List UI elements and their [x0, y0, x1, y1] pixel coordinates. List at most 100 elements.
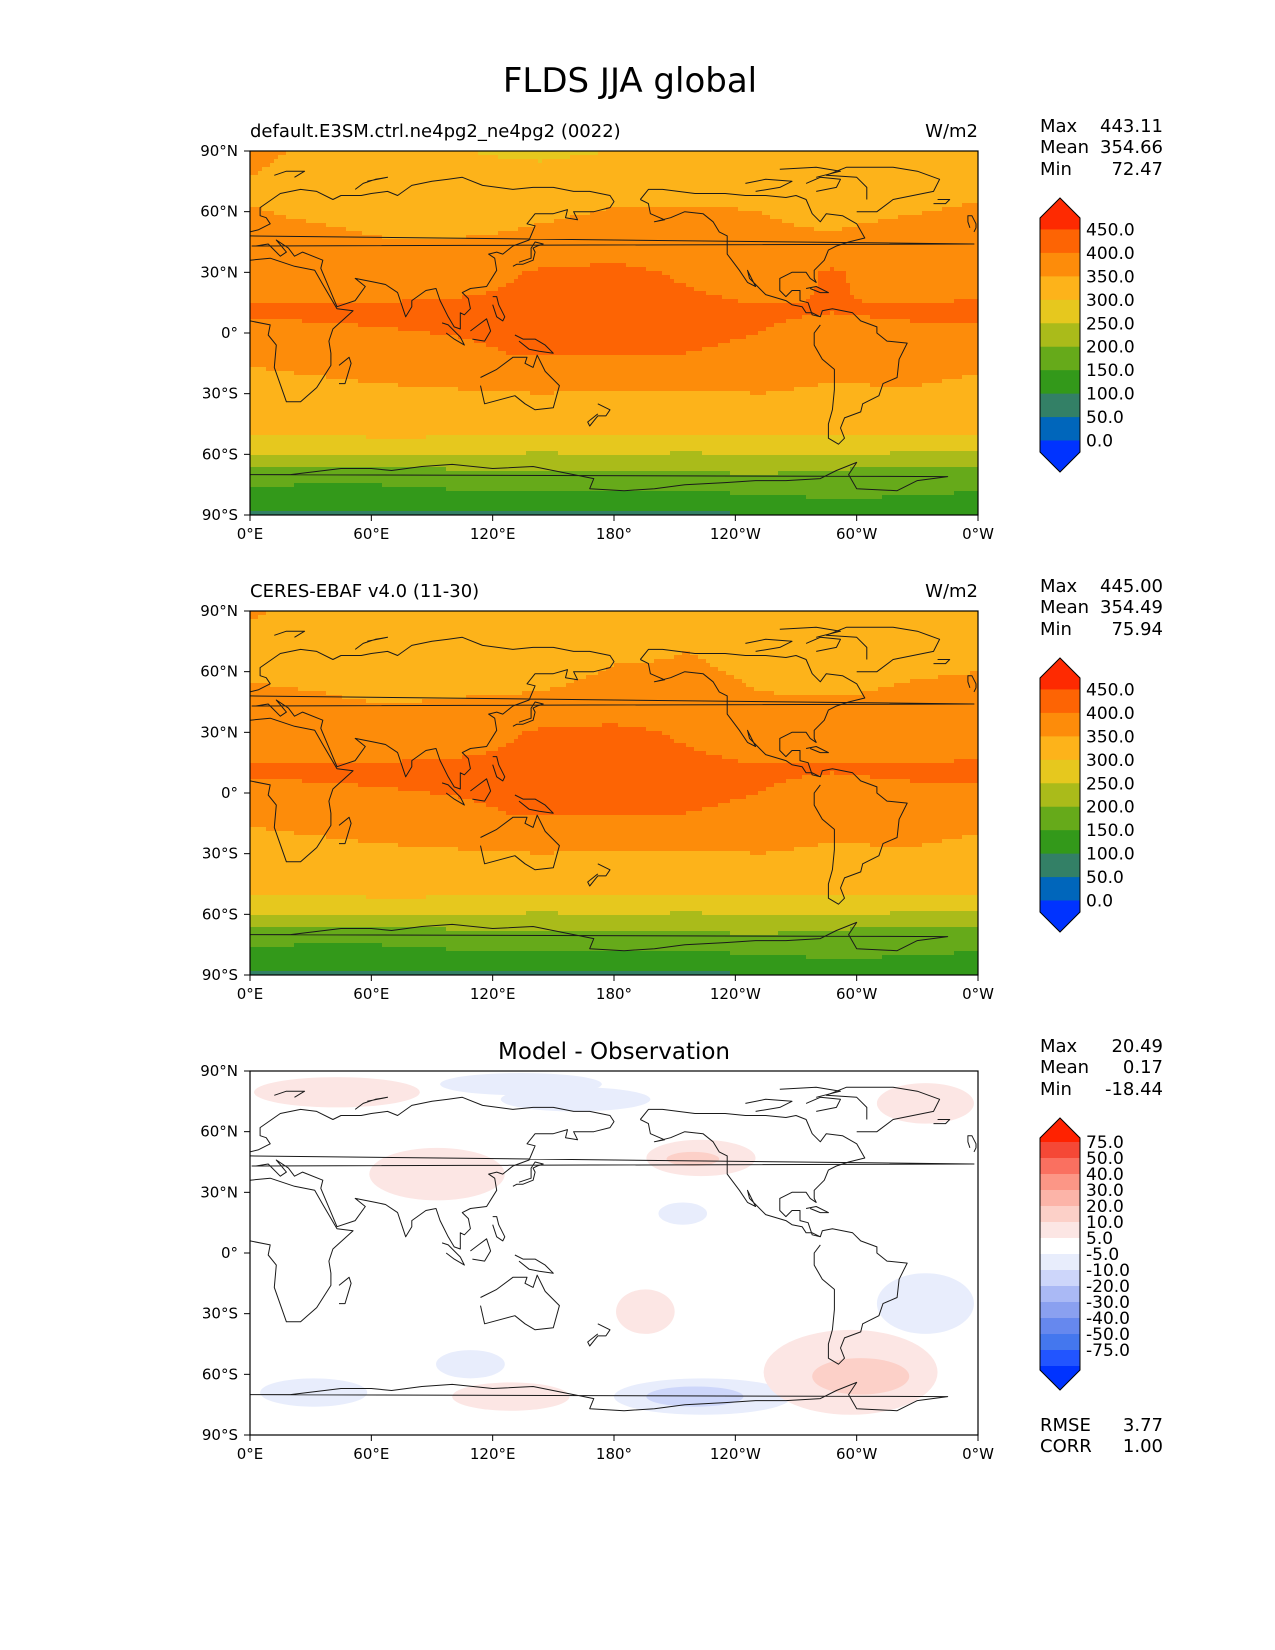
field-cell — [354, 183, 359, 188]
field-cell — [974, 187, 978, 192]
field-cell — [790, 151, 795, 156]
field-cell — [802, 171, 807, 176]
field-cell — [738, 215, 743, 220]
field-cell — [566, 191, 571, 196]
field-cell — [786, 167, 791, 172]
field-cell — [306, 183, 311, 188]
field-cell — [930, 215, 935, 220]
field-cell — [958, 191, 963, 196]
field-cell — [742, 223, 747, 228]
field-cell — [398, 159, 403, 164]
field-cell — [522, 167, 527, 172]
field-cell — [702, 171, 707, 176]
field-cell — [334, 247, 339, 252]
field-cell — [762, 235, 767, 240]
field-cell — [606, 179, 611, 184]
field-cell — [386, 195, 391, 200]
field-cell — [698, 179, 703, 184]
field-cell — [902, 247, 907, 252]
field-cell — [318, 207, 323, 212]
field-cell — [922, 231, 927, 236]
field-cell — [678, 239, 683, 244]
field-cell — [386, 199, 391, 204]
field-cell — [262, 155, 267, 160]
field-cell — [270, 223, 275, 228]
field-cell — [562, 191, 567, 196]
field-cell — [682, 191, 687, 196]
field-cell — [962, 155, 967, 160]
field-cell — [498, 191, 503, 196]
field-cell — [630, 251, 635, 256]
field-cell — [290, 195, 295, 200]
field-cell — [362, 163, 367, 168]
field-cell — [274, 187, 279, 192]
field-cell — [942, 151, 947, 156]
field-cell — [946, 255, 951, 260]
field-cell — [526, 187, 531, 192]
field-cell — [794, 171, 799, 176]
field-cell — [438, 227, 443, 232]
field-cell — [630, 199, 635, 204]
field-cell — [278, 195, 283, 200]
field-cell — [822, 183, 827, 188]
field-cell — [602, 223, 607, 228]
field-cell — [434, 231, 439, 236]
field-cell — [630, 183, 635, 188]
field-cell — [434, 203, 439, 208]
field-cell — [546, 151, 551, 156]
field-cell — [450, 239, 455, 244]
field-cell — [778, 231, 783, 236]
field-cell — [678, 215, 683, 220]
field-cell — [894, 167, 899, 172]
field-cell — [886, 167, 891, 172]
field-cell — [930, 235, 935, 240]
field-cell — [282, 191, 287, 196]
field-cell — [634, 187, 639, 192]
field-cell — [850, 191, 855, 196]
field-cell — [542, 175, 547, 180]
field-cell — [834, 231, 839, 236]
field-cell — [554, 239, 559, 244]
field-cell — [578, 191, 583, 196]
field-cell — [298, 191, 303, 196]
field-cell — [754, 183, 759, 188]
field-cell — [678, 247, 683, 252]
field-cell — [406, 251, 411, 256]
field-cell — [650, 227, 655, 232]
field-cell — [366, 151, 371, 156]
field-cell — [906, 223, 911, 228]
field-cell — [350, 211, 355, 216]
field-cell — [630, 227, 635, 232]
field-cell — [538, 239, 543, 244]
field-cell — [254, 231, 259, 236]
field-cell — [926, 183, 931, 188]
field-cell — [834, 239, 839, 244]
field-cell — [802, 243, 807, 248]
field-cell — [578, 183, 583, 188]
field-cell — [642, 159, 647, 164]
field-cell — [966, 235, 971, 240]
field-cell — [930, 155, 935, 160]
field-cell — [870, 211, 875, 216]
field-cell — [734, 199, 739, 204]
field-cell — [258, 187, 263, 192]
field-cell — [590, 175, 595, 180]
field-cell — [602, 211, 607, 216]
field-cell — [626, 231, 631, 236]
field-cell — [530, 247, 535, 252]
field-cell — [886, 171, 891, 176]
field-cell — [886, 203, 891, 208]
field-cell — [546, 171, 551, 176]
field-cell — [642, 251, 647, 256]
field-cell — [850, 247, 855, 252]
field-cell — [846, 203, 851, 208]
field-cell — [958, 171, 963, 176]
field-cell — [450, 167, 455, 172]
field-cell — [658, 255, 663, 260]
field-cell — [574, 211, 579, 216]
field-cell — [378, 151, 383, 156]
field-cell — [318, 183, 323, 188]
field-cell — [614, 179, 619, 184]
field-cell — [346, 215, 351, 220]
field-cell — [426, 163, 431, 168]
